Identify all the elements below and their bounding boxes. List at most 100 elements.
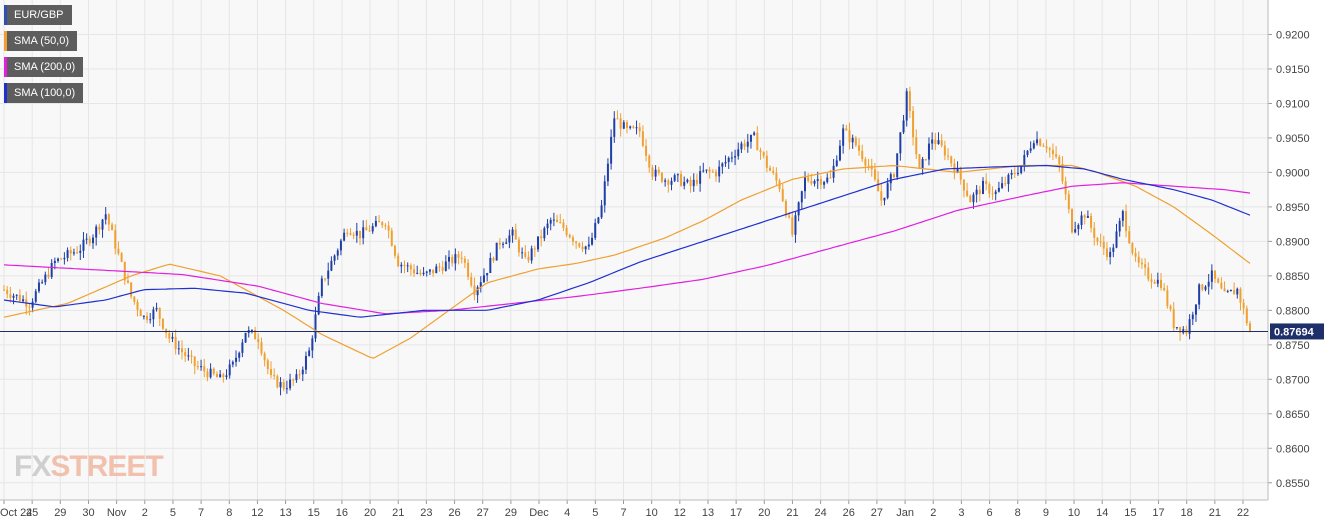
x-tick-label: 27: [871, 507, 883, 519]
candle-body: [829, 177, 832, 179]
candle-body: [390, 230, 393, 246]
candle-body: [641, 131, 644, 146]
candle-body: [419, 272, 422, 275]
candle-body: [912, 111, 915, 138]
candle-body: [845, 128, 848, 131]
candle-body: [724, 162, 727, 164]
candle-body: [130, 282, 133, 297]
x-tick-label: 5: [170, 507, 176, 519]
candle-body: [781, 189, 784, 201]
x-tick-label: 29: [54, 507, 66, 519]
candle-body: [190, 355, 193, 357]
candle-body: [1210, 270, 1213, 282]
candle-body: [654, 169, 657, 177]
sma-line-sma2000: [3, 182, 1251, 315]
candle-body: [451, 256, 454, 264]
candle-body: [1144, 264, 1147, 268]
candle-body: [873, 169, 876, 180]
candle-body: [441, 267, 444, 271]
candle-body: [454, 254, 457, 264]
candle-body: [540, 236, 543, 239]
candle-body: [622, 122, 625, 129]
candle-body: [416, 272, 419, 274]
candle-body: [212, 368, 215, 374]
candle-body: [1102, 241, 1105, 249]
candle-body: [645, 145, 648, 156]
legend-item-sma200[interactable]: SMA (200,0): [4, 57, 84, 77]
candle-body: [362, 227, 365, 239]
x-tick-label: 12: [251, 507, 263, 519]
candle-body: [1032, 143, 1035, 149]
candle-body: [1239, 288, 1242, 303]
legend-label: SMA (50,0): [14, 35, 70, 47]
x-tick-label: 17: [730, 507, 742, 519]
candle-body: [931, 139, 934, 144]
candle-body: [158, 307, 161, 319]
candle-body: [1036, 139, 1039, 144]
candle-body: [635, 127, 638, 129]
candle-body: [1131, 243, 1134, 254]
grid: [0, 0, 1268, 500]
candle-body: [1013, 172, 1016, 174]
candle-body: [174, 336, 177, 350]
candle-body: [66, 250, 69, 258]
candle-body: [565, 227, 568, 235]
candle-body: [508, 235, 511, 243]
candle-body: [562, 222, 565, 228]
candle-body: [613, 118, 616, 137]
candle-body: [1042, 145, 1045, 147]
candle-body: [432, 269, 435, 274]
candle-body: [422, 272, 425, 275]
candle-body: [28, 306, 31, 308]
candle-body: [1249, 323, 1251, 332]
candle-body: [1166, 290, 1169, 307]
candle-body: [244, 332, 247, 343]
x-tick-label: 26: [448, 507, 460, 519]
legend-item-sma100[interactable]: SMA (100,0): [4, 83, 84, 103]
candle-body: [1077, 225, 1080, 230]
candle-body: [1207, 281, 1210, 287]
candle-body: [1090, 215, 1093, 228]
candle-body: [384, 225, 387, 227]
candle-body: [670, 180, 673, 185]
candle-body: [556, 219, 559, 223]
candle-body: [1236, 288, 1239, 295]
candle-body: [810, 180, 813, 184]
candle-body: [664, 180, 667, 182]
candle-body: [304, 355, 307, 370]
candle-body: [1121, 211, 1124, 221]
candle-body: [994, 191, 997, 194]
candle-body: [858, 145, 861, 151]
x-tick-label: 7: [620, 507, 626, 519]
candle-body: [1153, 281, 1156, 284]
candle-body: [740, 143, 743, 150]
candle-body: [594, 223, 597, 238]
x-tick-label: Dec: [529, 507, 549, 519]
candle-body: [352, 234, 355, 236]
x-tick-label: 10: [646, 507, 658, 519]
last-price-tag: 0.87694: [0, 323, 1324, 340]
candle-body: [397, 255, 400, 267]
candle-body: [934, 139, 937, 145]
candle-body: [683, 181, 686, 186]
x-tick-label: Nov: [107, 507, 127, 519]
candle-body: [336, 250, 339, 256]
candle-body: [1074, 229, 1077, 233]
legend-item-eurgbp[interactable]: EUR/GBP: [4, 5, 72, 25]
candle-body: [521, 252, 524, 254]
candle-body: [689, 179, 692, 187]
candle-body: [549, 220, 552, 224]
x-tick-label: 21: [1209, 507, 1221, 519]
candle-body: [425, 271, 428, 273]
candle-body: [260, 342, 263, 354]
candle-body: [355, 230, 358, 236]
candle-body: [18, 294, 21, 302]
candles: [3, 86, 1251, 396]
candle-body: [571, 237, 574, 242]
candle-body: [1055, 154, 1058, 157]
candle-body: [359, 230, 361, 239]
candle-body: [765, 155, 768, 168]
legend-item-sma50[interactable]: SMA (50,0): [4, 31, 78, 51]
candle-body: [517, 239, 520, 253]
candle-body: [257, 339, 260, 343]
